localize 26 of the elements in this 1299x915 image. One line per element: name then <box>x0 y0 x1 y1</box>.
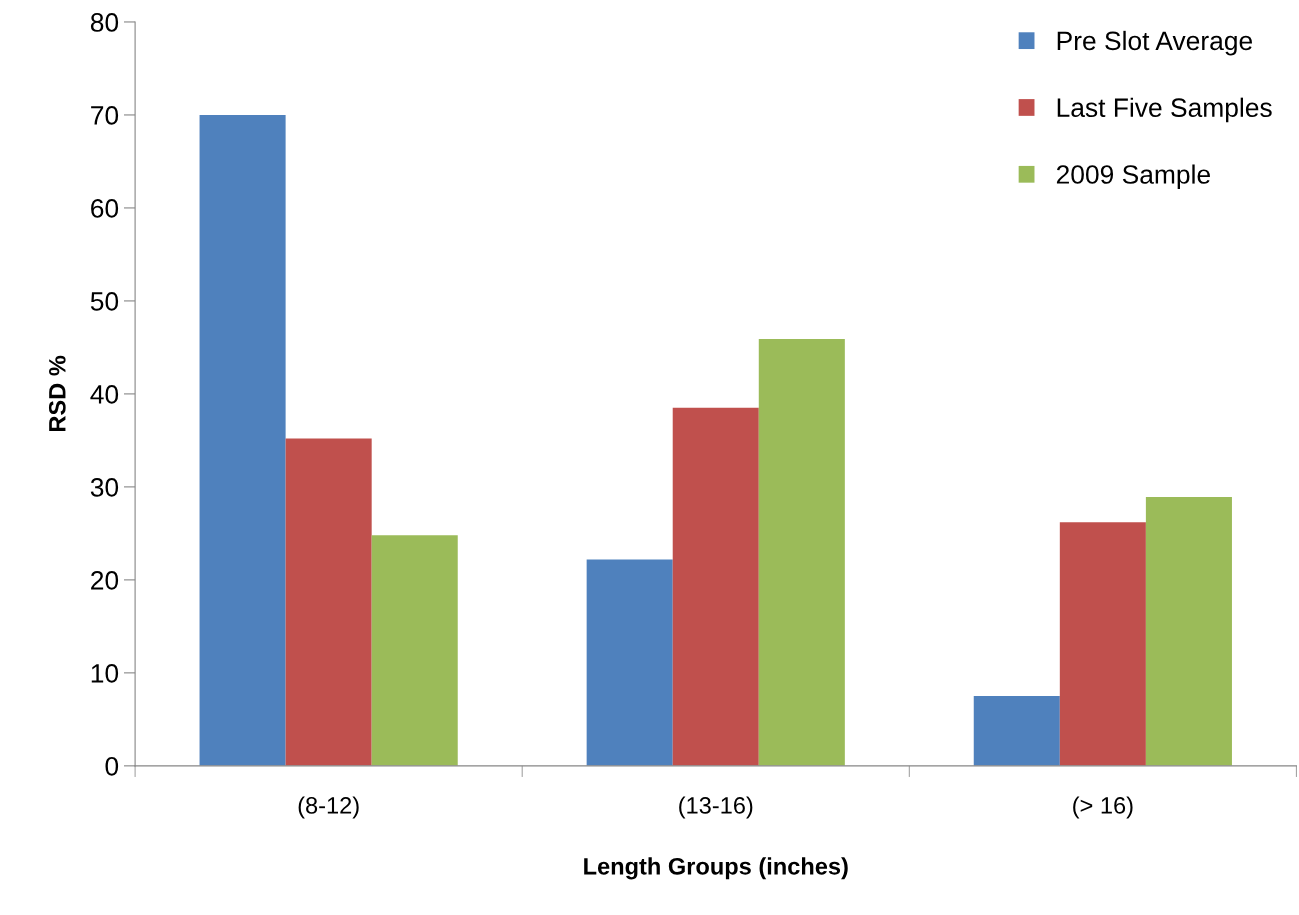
y-tick-label: 60 <box>91 199 119 218</box>
y-axis-title: RSD % <box>48 355 66 432</box>
bar <box>1145 497 1232 766</box>
y-tick-label: 40 <box>90 385 119 404</box>
y-tick-label: 50 <box>90 292 119 311</box>
bar <box>285 438 372 766</box>
bar <box>758 339 845 766</box>
x-tick-label: (8-12) <box>298 796 359 819</box>
y-tick-label: 70 <box>91 106 119 125</box>
bar <box>973 696 1060 766</box>
x-tick-label: (> 16) <box>1073 796 1133 819</box>
bar <box>199 114 286 766</box>
bar <box>371 535 458 766</box>
bar <box>1059 522 1146 766</box>
y-tick-label: 30 <box>90 478 119 497</box>
x-axis-title: Length Groups (inches) <box>584 857 848 880</box>
y-tick-label: 20 <box>91 571 119 590</box>
y-tick-label: 10 <box>91 664 119 683</box>
legend-label: Last Five Samples <box>1057 97 1272 123</box>
legend-label: 2009 Sample <box>1056 164 1210 190</box>
bar <box>672 407 759 766</box>
legend-label: Pre Slot Average <box>1057 30 1252 56</box>
y-tick-label: 0 <box>105 756 119 776</box>
y-tick-label: 80 <box>90 13 119 32</box>
bar <box>586 559 673 766</box>
x-tick-label: (13-16) <box>679 796 753 819</box>
